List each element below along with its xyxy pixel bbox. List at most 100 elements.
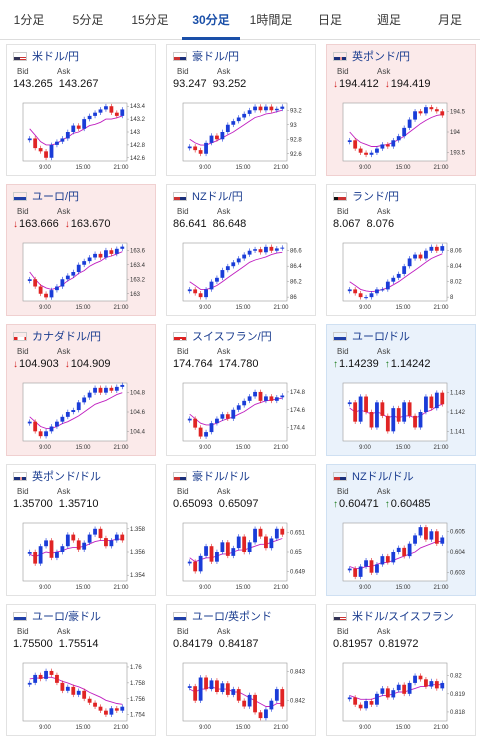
- pair-name[interactable]: ユーロ/英ポンド: [192, 611, 273, 623]
- pair-link[interactable]: 英ポンド/ドル: [13, 469, 101, 483]
- pair-name[interactable]: 英ポンド/ドル: [32, 471, 102, 483]
- tab-3[interactable]: 30分足: [182, 0, 240, 40]
- candle-body: [193, 146, 198, 151]
- rate-card[interactable]: NZドル/ドル Bid Ask ↑0.60471 ↑0.60485 0.605 0.604 0…: [326, 464, 476, 596]
- pair-link[interactable]: 豪ドル/ドル: [173, 469, 250, 483]
- pair-name[interactable]: NZドル/円: [192, 191, 243, 203]
- candle-body: [33, 674, 38, 683]
- bid-value-wrap: ↑1.14239: [333, 358, 379, 370]
- pair-link[interactable]: 豪ドル/円: [173, 49, 239, 63]
- mini-chart[interactable]: 86.6 86.4 86.2 86 9:00 15:00 21:00: [173, 237, 311, 313]
- pair-name[interactable]: 豪ドル/円: [192, 51, 240, 63]
- pair-name[interactable]: 米ドル/円: [32, 51, 80, 63]
- mini-chart[interactable]: 8.06 8.04 8.02 8 9:00 15:00 21:00: [333, 237, 471, 313]
- bid-value-wrap: 0.81957: [333, 638, 373, 650]
- plot-area: [22, 522, 128, 582]
- bid-ask-values: 0.81957 0.81972: [333, 638, 425, 650]
- pair-link[interactable]: ランド/円: [333, 189, 399, 203]
- mini-chart[interactable]: 1.143 1.142 1.141 9:00 15:00 21:00: [333, 377, 471, 453]
- rate-card[interactable]: 豪ドル/ドル Bid Ask 0.65093 0.65097 0.651 0.65 0.649…: [166, 464, 316, 596]
- mini-chart[interactable]: 194.5 194 193.5 9:00 15:00 21:00: [333, 97, 471, 173]
- bid-value-wrap: 1.75500: [13, 638, 53, 650]
- rate-card[interactable]: スイスフラン/円 Bid Ask 174.764 174.780 174.8 174.6 17…: [166, 324, 316, 456]
- mini-chart[interactable]: 1.76 1.758 1.756 1.754 9:00 15:00 21:00: [13, 657, 151, 733]
- rate-card[interactable]: 米ドル/スイスフラン Bid Ask 0.81957 0.81972 0.82 0.819 0…: [326, 604, 476, 736]
- bid-ask-values: ↓163.666 ↓163.670: [13, 218, 117, 230]
- candle-body: [424, 107, 428, 114]
- pair-link[interactable]: ユーロ/豪ドル: [13, 609, 101, 623]
- rate-card[interactable]: ユーロ/豪ドル Bid Ask 1.75500 1.75514 1.76 1.758 1.75…: [6, 604, 156, 736]
- tab-6[interactable]: 週足: [376, 13, 401, 27]
- rate-card[interactable]: 英ポンド/円 Bid Ask ↓194.412 ↓194.419 194.5 194 193.…: [326, 44, 476, 176]
- mini-chart[interactable]: 93.2 93 92.8 92.6 9:00 15:00 21:00: [173, 97, 311, 173]
- pair-name[interactable]: ランド/円: [352, 191, 400, 203]
- ask-value-wrap: 143.267: [59, 78, 99, 90]
- candle-body: [434, 681, 439, 689]
- candle-body: [65, 686, 70, 691]
- candle-body: [27, 682, 32, 685]
- candle-body: [253, 528, 257, 543]
- bid-ask-values: 143.265 143.267: [13, 78, 105, 90]
- pair-name[interactable]: 豪ドル/ドル: [192, 471, 251, 483]
- pair-name[interactable]: NZドル/ドル: [352, 471, 414, 483]
- pair-name[interactable]: ユーロ/円: [32, 191, 80, 203]
- candle-body: [209, 546, 214, 562]
- pair-name[interactable]: カナダドル/円: [32, 331, 102, 343]
- pair-link[interactable]: スイスフラン/円: [173, 329, 272, 343]
- pair-name[interactable]: ユーロ/豪ドル: [32, 611, 102, 623]
- tab-2[interactable]: 15分足: [131, 13, 169, 27]
- mini-chart[interactable]: 163.6 163.4 163.2 163 9:00 15:00 21:00: [13, 237, 151, 313]
- x-tick-label: 15:00: [75, 445, 91, 451]
- pair-name[interactable]: 英ポンド/円: [352, 51, 411, 63]
- pair-name[interactable]: 米ドル/スイスフラン: [352, 611, 454, 623]
- candle-body: [280, 247, 285, 249]
- tab-0[interactable]: 1分足: [13, 13, 45, 27]
- x-tick-label: 21:00: [433, 305, 449, 311]
- candle-body: [264, 536, 268, 549]
- rate-card[interactable]: ランド/円 Bid Ask 8.067 8.076 8.06 8.04 8.02 8 9:00 15…: [326, 184, 476, 316]
- candle-body: [424, 527, 428, 540]
- rate-card[interactable]: ユーロ/円 Bid Ask ↓163.666 ↓163.670 163.6 163.4 163…: [6, 184, 156, 316]
- bid-value-wrap: 174.764: [173, 358, 213, 370]
- pair-link[interactable]: ユーロ/円: [13, 189, 79, 203]
- pair-name[interactable]: ユーロ/ドル: [352, 331, 411, 343]
- pair-name[interactable]: スイスフラン/円: [192, 331, 272, 343]
- candle-body: [231, 689, 236, 695]
- ask-value: 104.909: [70, 358, 111, 370]
- rate-card[interactable]: ユーロ/英ポンド Bid Ask 0.84179 0.84187 0.843 0.842 9:…: [166, 604, 316, 736]
- pair-link[interactable]: ユーロ/英ポンド: [173, 609, 272, 623]
- tab-4[interactable]: 1時間足: [249, 13, 293, 27]
- rate-card[interactable]: NZドル/円 Bid Ask 86.641 86.648 86.6 86.4 86.2 86 9:…: [166, 184, 316, 316]
- pair-link[interactable]: NZドル/円: [173, 189, 243, 203]
- pair-link[interactable]: NZドル/ドル: [333, 469, 414, 483]
- rate-card[interactable]: ユーロ/ドル Bid Ask ↑1.14239 ↑1.14242 1.143 1.142 1.…: [326, 324, 476, 456]
- nz-flag-icon: [173, 191, 187, 201]
- candle-body: [27, 421, 32, 424]
- tab-7[interactable]: 月足: [437, 13, 462, 27]
- y-tick-label: 194.5: [450, 109, 466, 115]
- candle-body: [424, 250, 428, 259]
- rate-card[interactable]: カナダドル/円 Bid Ask ↓104.903 ↓104.909 104.8 104.6 1…: [6, 324, 156, 456]
- pair-link[interactable]: カナダドル/円: [13, 329, 101, 343]
- candle-body: [215, 418, 219, 424]
- pair-link[interactable]: 英ポンド/円: [333, 49, 410, 63]
- rate-card[interactable]: 豪ドル/円 Bid Ask 93.247 93.252 93.2 93 92.8 92.6 9:0…: [166, 44, 316, 176]
- pair-link[interactable]: ユーロ/ドル: [333, 329, 410, 343]
- mini-chart[interactable]: 174.8 174.6 174.4 9:00 15:00 21:00: [173, 377, 311, 453]
- mini-chart[interactable]: 0.651 0.65 0.649 9:00 15:00 21:00: [173, 517, 311, 593]
- mini-chart[interactable]: 1.358 1.356 1.354 9:00 15:00 21:00: [13, 517, 151, 593]
- mini-chart[interactable]: 104.8 104.6 104.4 9:00 15:00 21:00: [13, 377, 151, 453]
- x-tick-label: 9:00: [359, 585, 371, 591]
- mini-chart[interactable]: 0.82 0.819 0.818 9:00 15:00 21:00: [333, 657, 471, 733]
- pair-link[interactable]: 米ドル/円: [13, 49, 79, 63]
- rate-card[interactable]: 米ドル/円 Bid Ask 143.265 143.267 143.4 143.2 143 14…: [6, 44, 156, 176]
- mini-chart[interactable]: 0.605 0.604 0.603 9:00 15:00 21:00: [333, 517, 471, 593]
- tab-1[interactable]: 5分足: [72, 13, 104, 27]
- tab-5[interactable]: 日足: [317, 13, 342, 27]
- rate-card[interactable]: 英ポンド/ドル Bid Ask 1.35700 1.35710 1.358 1.356 1.3…: [6, 464, 156, 596]
- pair-link[interactable]: 米ドル/スイスフラン: [333, 609, 454, 623]
- mini-chart[interactable]: 143.4 143.2 143 142.8 142.6 9:00 15:00 21:00: [13, 97, 151, 173]
- candle-body: [369, 560, 374, 573]
- mini-chart[interactable]: 0.843 0.842 9:00 15:00 21:00: [173, 657, 311, 733]
- y-tick-label: 143.4: [130, 104, 146, 110]
